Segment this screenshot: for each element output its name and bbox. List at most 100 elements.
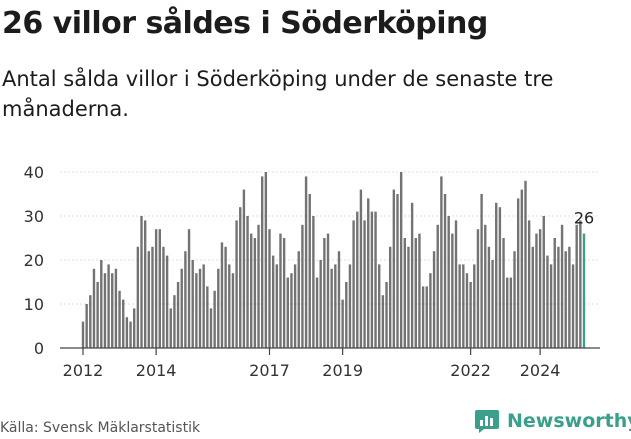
bar [293,264,297,348]
x-tick-label: 2022 [450,361,491,380]
x-tick-label: 2012 [63,361,104,380]
bar [374,211,377,348]
bar [279,233,282,348]
bar [495,202,498,348]
bar [312,216,315,348]
bar [516,198,520,348]
bar [191,260,194,348]
highlight-value-label: 26 [574,209,594,228]
bar [352,220,355,348]
bar [140,216,143,348]
bar [356,211,359,348]
bar [410,202,414,348]
bar [202,264,205,348]
bar [176,282,180,348]
bar [542,216,545,348]
bar [546,255,549,348]
x-tick-label: 2014 [136,361,177,380]
bar [92,268,96,348]
bar [381,295,385,348]
bar [326,233,330,348]
bar-chart: 0 10 20 30 40 2012 2014 2017 2019 2022 2024 26 [24,163,600,380]
bar [187,229,191,348]
source-note: Källa: Svensk Mäklarstatistik [0,420,201,436]
bar [290,273,293,348]
bar [498,207,502,348]
bar [359,189,363,348]
bar [195,273,198,348]
bar [502,238,505,348]
bar [535,233,538,348]
bar [143,220,147,348]
y-tick-label: 0 [34,339,44,358]
y-tick-label: 20 [24,251,44,270]
bar [345,282,348,348]
bar [487,246,491,348]
bar [520,189,524,348]
bar [198,268,202,348]
bar [538,229,542,348]
newsworthy-chart-icon [475,410,499,433]
bar [107,264,110,348]
bar [118,290,121,348]
x-tick-label: 2019 [322,361,363,380]
bar [549,264,553,348]
bar [268,229,271,348]
bar [392,189,396,348]
bar [440,176,443,348]
bar [348,264,352,348]
x-tick-label: 2017 [249,361,290,380]
bar [257,224,260,348]
newsworthy-logo[interactable]: Newsworthy [474,408,631,434]
bar [432,251,436,348]
bar [560,224,564,348]
bar [564,251,567,348]
bar [242,189,246,348]
y-tick-label: 10 [24,295,44,314]
bar [330,268,333,348]
bar [89,295,92,348]
bar [388,246,392,348]
bar [469,282,472,348]
bar [111,273,114,348]
bar [579,220,582,348]
bar [531,246,535,348]
bar [484,224,487,348]
bar [553,238,556,348]
bar [315,277,319,348]
bar [147,251,151,348]
bar [132,308,136,348]
bar [260,176,264,348]
bar [180,268,183,348]
bar [425,286,428,348]
bar [100,260,103,348]
bar [184,251,187,348]
bar [557,246,560,348]
bar [224,246,227,348]
bar [451,233,454,348]
bar [253,238,257,348]
bar [122,299,125,348]
bar [297,251,300,348]
bar [385,282,388,348]
bar [114,268,118,348]
bar [524,180,527,348]
bar [575,224,578,348]
bar [246,216,249,348]
bar [527,220,531,348]
bar [213,290,216,348]
bar [165,255,169,348]
bar [407,246,410,348]
bar [367,198,370,348]
bar [462,264,465,348]
bar [301,224,304,348]
bar [239,207,242,348]
bar [228,264,231,348]
bar [220,242,224,348]
bar [250,233,253,348]
bar [341,299,344,348]
y-tick-label: 30 [24,207,44,226]
bar [323,238,326,348]
bar [81,321,85,348]
bar [491,260,494,348]
